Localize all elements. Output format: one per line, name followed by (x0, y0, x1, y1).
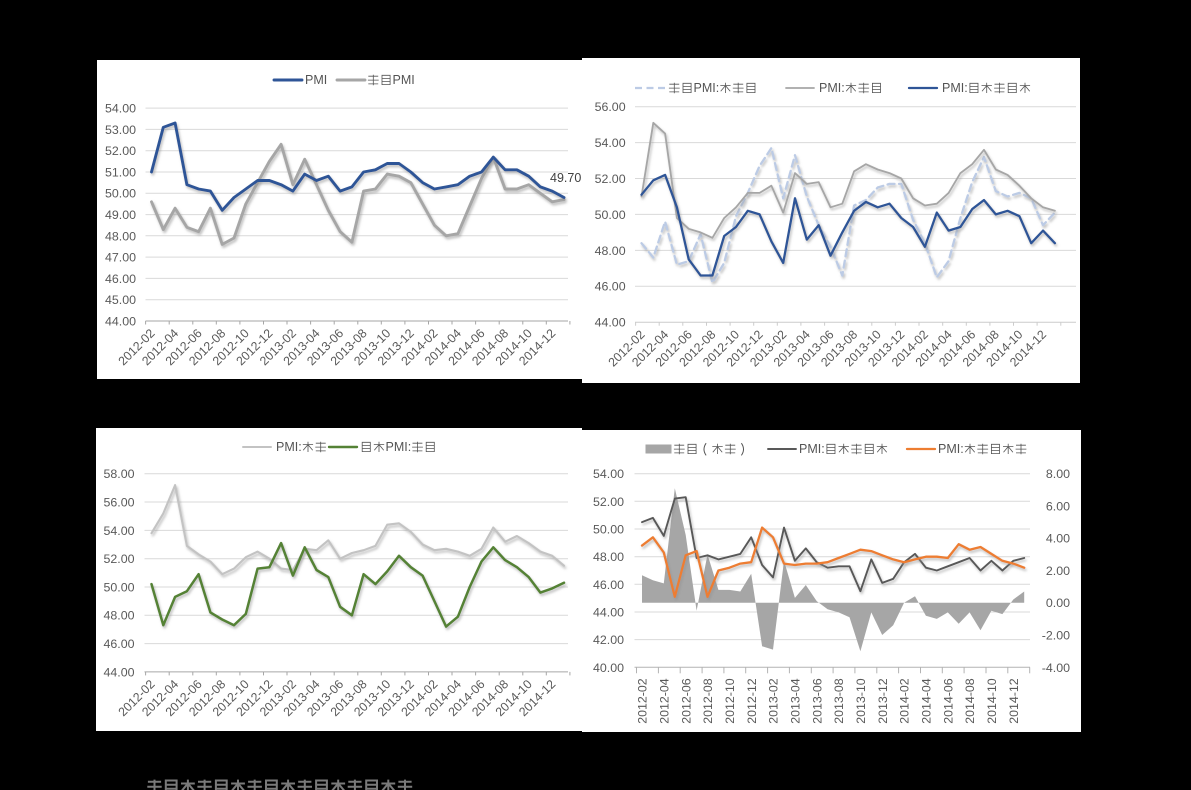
svg-text:54.00: 54.00 (595, 136, 626, 150)
svg-text:PMI: PMI (305, 73, 327, 87)
svg-text:2014-04: 2014-04 (920, 678, 934, 724)
svg-text:2014-12: 2014-12 (1007, 678, 1021, 724)
svg-text:50.00: 50.00 (105, 187, 136, 201)
svg-text:-4.00: -4.00 (1042, 661, 1070, 675)
svg-text:2.00: 2.00 (1046, 564, 1070, 578)
svg-text:2013-12: 2013-12 (876, 678, 890, 724)
svg-text:48.00: 48.00 (595, 244, 626, 258)
svg-text:PMI:: PMI: (799, 442, 825, 456)
svg-text:4.00: 4.00 (1046, 532, 1070, 546)
svg-text:2012-10: 2012-10 (723, 678, 737, 724)
svg-text:51.00: 51.00 (105, 165, 136, 179)
svg-text:48.00: 48.00 (105, 229, 136, 243)
svg-text:2014-06: 2014-06 (941, 678, 955, 724)
svg-text:2013-04: 2013-04 (789, 678, 803, 724)
svg-text:-2.00: -2.00 (1042, 629, 1070, 643)
svg-text:2014-08: 2014-08 (963, 678, 977, 724)
svg-text:44.00: 44.00 (595, 316, 626, 330)
svg-text:54.00: 54.00 (103, 524, 134, 538)
svg-text:56.00: 56.00 (103, 496, 134, 510)
svg-text:56.00: 56.00 (595, 100, 626, 114)
svg-text:PMI:: PMI: (942, 81, 968, 95)
svg-text:2012-02: 2012-02 (636, 678, 650, 724)
svg-text:52.00: 52.00 (595, 172, 626, 186)
svg-text:52.00: 52.00 (103, 552, 134, 566)
svg-text:49.00: 49.00 (105, 208, 136, 222)
svg-text:0.00: 0.00 (1046, 596, 1070, 610)
svg-text:2013-10: 2013-10 (854, 678, 868, 724)
svg-text:42.00: 42.00 (593, 633, 624, 647)
svg-text:44.00: 44.00 (105, 315, 136, 329)
svg-text:58.00: 58.00 (103, 467, 134, 481)
svg-text:50.00: 50.00 (593, 523, 624, 537)
svg-text:46.00: 46.00 (595, 280, 626, 294)
svg-text:40.00: 40.00 (593, 661, 624, 675)
svg-text:2013-06: 2013-06 (810, 678, 824, 724)
svg-text:8.00: 8.00 (1046, 467, 1070, 481)
svg-text:46.00: 46.00 (105, 272, 136, 286)
svg-text:PMI:: PMI: (819, 81, 845, 95)
svg-text:52.00: 52.00 (105, 144, 136, 158)
svg-text:2012-08: 2012-08 (701, 678, 715, 724)
svg-text:50.00: 50.00 (595, 208, 626, 222)
svg-text:2013-08: 2013-08 (832, 678, 846, 724)
svg-text:2013-02: 2013-02 (767, 678, 781, 724)
svg-text:PMI:: PMI: (694, 81, 720, 95)
svg-text:45.00: 45.00 (105, 293, 136, 307)
svg-text:2012-12: 2012-12 (745, 678, 759, 724)
svg-text:48.00: 48.00 (103, 609, 134, 623)
svg-text:52.00: 52.00 (593, 495, 624, 509)
svg-text:46.00: 46.00 (593, 578, 624, 592)
svg-text:PMI: PMI (393, 73, 415, 87)
svg-text:2012-06: 2012-06 (679, 678, 693, 724)
svg-text:2014-10: 2014-10 (985, 678, 999, 724)
svg-text:53.00: 53.00 (105, 123, 136, 137)
svg-text:PMI:: PMI: (276, 440, 302, 454)
svg-text:49.70: 49.70 (550, 171, 581, 185)
svg-text:6.00: 6.00 (1046, 499, 1070, 513)
svg-text:PMI:: PMI: (938, 442, 964, 456)
svg-text:2014-02: 2014-02 (898, 678, 912, 724)
svg-text:2012-04: 2012-04 (657, 678, 671, 724)
svg-text:54.00: 54.00 (105, 102, 136, 116)
svg-text:48.00: 48.00 (593, 550, 624, 564)
svg-text:46.00: 46.00 (103, 637, 134, 651)
svg-text:54.00: 54.00 (593, 467, 624, 481)
svg-text:PMI:: PMI: (386, 440, 412, 454)
svg-text:44.00: 44.00 (593, 605, 624, 619)
svg-text:44.00: 44.00 (103, 665, 134, 679)
svg-text:47.00: 47.00 (105, 251, 136, 265)
svg-text:50.00: 50.00 (103, 580, 134, 594)
